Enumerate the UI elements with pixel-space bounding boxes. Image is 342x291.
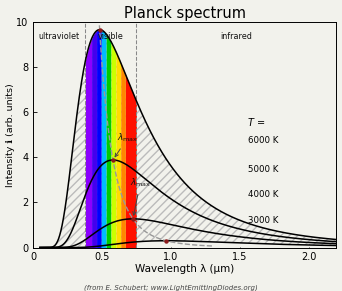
Text: 4000 K: 4000 K — [248, 190, 279, 199]
Y-axis label: Intensity ℹ (arb. units): Intensity ℹ (arb. units) — [5, 83, 15, 187]
Text: $T$ =: $T$ = — [247, 116, 265, 128]
Text: infrared: infrared — [220, 32, 252, 41]
Text: ultraviolet: ultraviolet — [39, 32, 80, 41]
Text: $\lambda_\mathrm{max}$: $\lambda_\mathrm{max}$ — [130, 176, 151, 215]
Text: (from E. Schubert; www.LightEmittingDiodes.org): (from E. Schubert; www.LightEmittingDiod… — [84, 284, 258, 291]
X-axis label: Wavelength λ (μm): Wavelength λ (μm) — [135, 264, 234, 274]
Text: 5000 K: 5000 K — [248, 165, 279, 174]
Text: 3000 K: 3000 K — [248, 216, 279, 224]
Text: $\lambda_\mathrm{max}$: $\lambda_\mathrm{max}$ — [115, 131, 139, 157]
Text: 6000 K: 6000 K — [248, 136, 279, 145]
Text: visible: visible — [97, 32, 123, 41]
Title: Planck spectrum: Planck spectrum — [124, 6, 246, 21]
